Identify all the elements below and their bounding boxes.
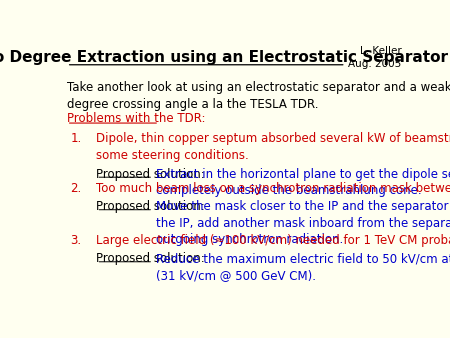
- Text: Proposed solution:: Proposed solution:: [96, 168, 205, 180]
- Text: Dipole, thin copper septum absorbed several kW of beamstrahlung radiation under
: Dipole, thin copper septum absorbed seve…: [96, 132, 450, 162]
- Text: L. Keller
Aug. 2005: L. Keller Aug. 2005: [348, 46, 401, 69]
- Text: Problems with the TDR:: Problems with the TDR:: [67, 112, 205, 125]
- Text: Extract in the horizontal plane to get the dipole septum
completely outside the : Extract in the horizontal plane to get t…: [156, 168, 450, 197]
- Text: 1.: 1.: [70, 132, 81, 145]
- Text: Take another look at using an electrostatic separator and a weak dipole to allow: Take another look at using an electrosta…: [67, 81, 450, 111]
- Text: Too much beam loss on a synchrotron radiation mask between the separators.: Too much beam loss on a synchrotron radi…: [96, 183, 450, 195]
- Text: 2.: 2.: [70, 183, 81, 195]
- Text: Proposed solution:: Proposed solution:: [96, 200, 205, 213]
- Text: Reduce the maximum electric field to 50 kV/cm at 1 TeV CM
(31 kV/cm @ 500 GeV CM: Reduce the maximum electric field to 50 …: [156, 252, 450, 282]
- Text: Move the mask closer to the IP and the separator further from
the IP, add anothe: Move the mask closer to the IP and the s…: [156, 200, 450, 246]
- Text: 3.: 3.: [70, 235, 81, 247]
- Text: Proposed solution:: Proposed solution:: [96, 252, 205, 265]
- Text: Zero Degree Extraction using an Electrostatic Separator: Zero Degree Extraction using an Electros…: [0, 50, 448, 65]
- Text: Large electric field (≈100 kV/cm) needed for 1 TeV CM probably not realistic.: Large electric field (≈100 kV/cm) needed…: [96, 235, 450, 247]
